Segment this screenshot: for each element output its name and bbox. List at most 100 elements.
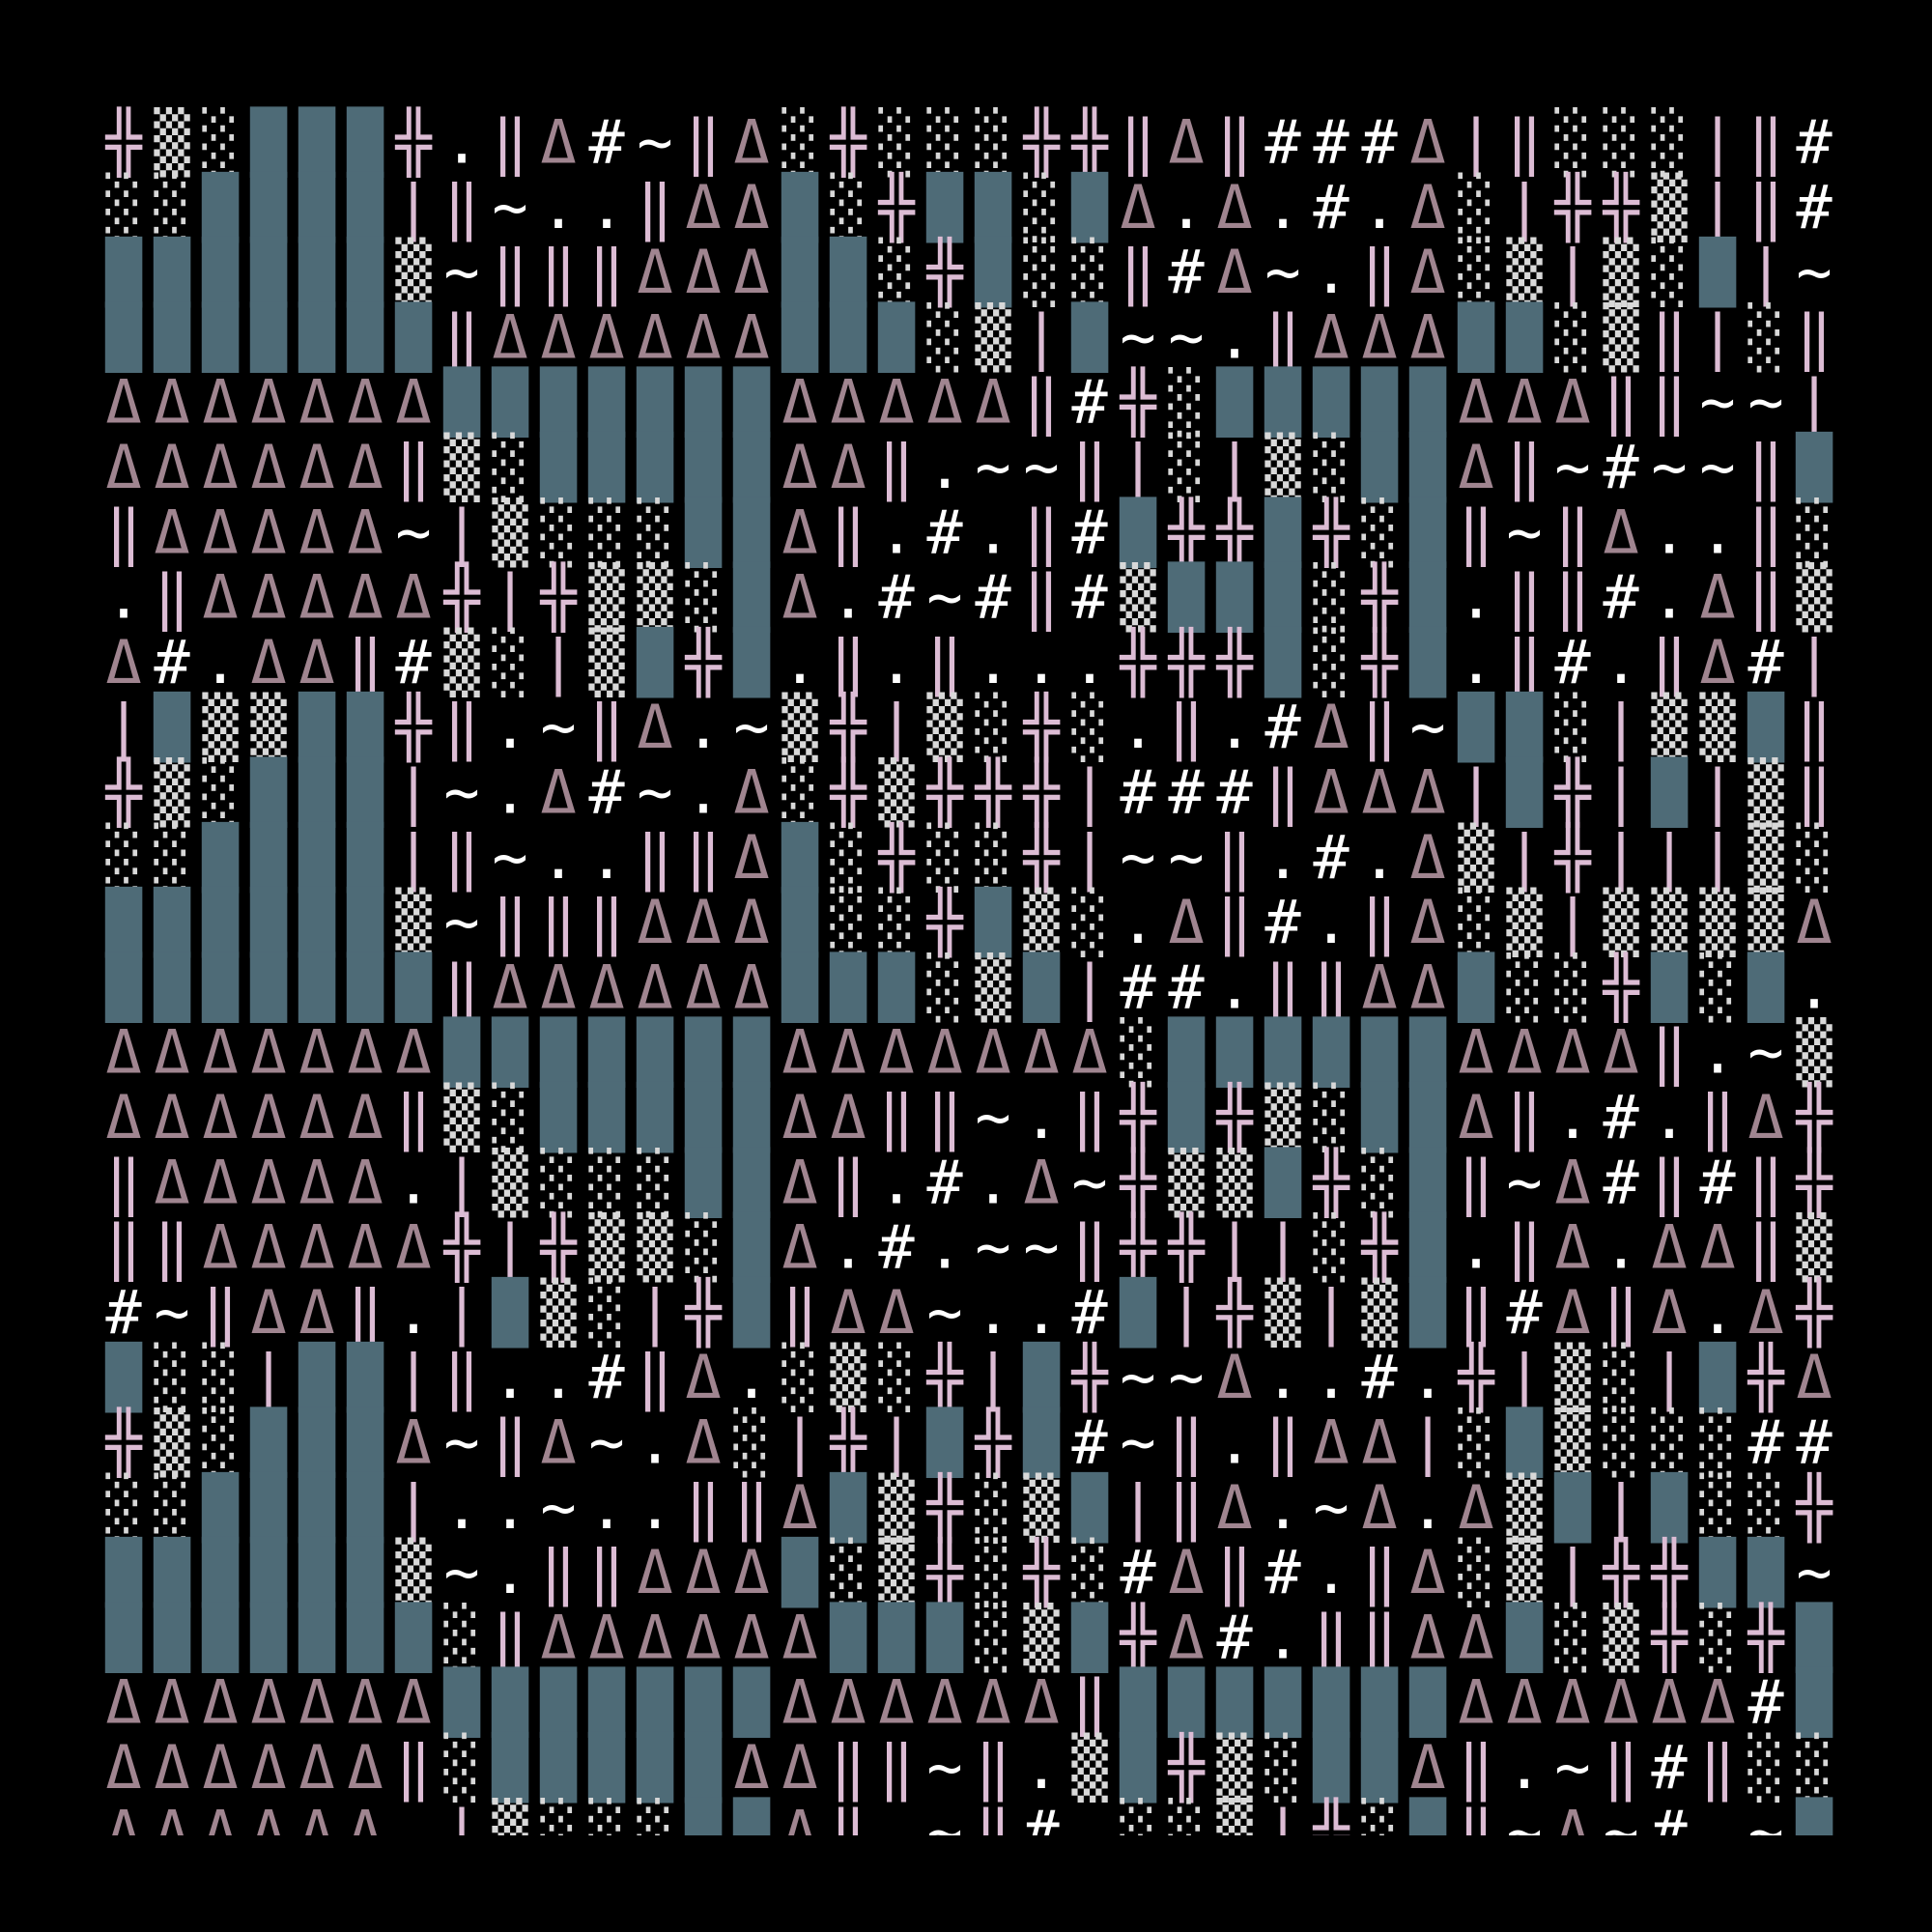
glyph: ░: [1313, 562, 1349, 633]
glyph: ░: [1071, 237, 1107, 307]
glyph: ‖: [1603, 1277, 1638, 1349]
glyph: Δ: [781, 1212, 817, 1283]
glyph: .: [637, 1472, 672, 1543]
glyph: ▒: [1603, 301, 1639, 372]
glyph-grid: ╬▒░███╬.‖Δ#~‖Δ░╬░░░╬╬‖Δ‖###Δ|‖░░░|‖#.░░█…: [104, 106, 1833, 1868]
glyph: ‖: [1506, 107, 1542, 179]
glyph: ‖: [685, 822, 721, 894]
glyph: #: [1168, 757, 1205, 828]
glyph: ╬: [1215, 626, 1253, 698]
glyph: Δ: [781, 432, 817, 502]
glyph: ‖: [1747, 562, 1783, 634]
glyph: .: [1699, 1797, 1735, 1867]
glyph: ‖: [1796, 757, 1832, 829]
glyph: ▒: [154, 757, 190, 828]
glyph: ░: [1264, 1732, 1300, 1803]
glyph: .: [1216, 301, 1252, 372]
glyph: Δ: [395, 1667, 431, 1738]
glyph: █: [346, 106, 384, 179]
glyph: ‖: [830, 1732, 866, 1804]
glyph: .: [975, 1147, 1010, 1217]
glyph: █: [1070, 1471, 1108, 1544]
glyph: ‖: [733, 1472, 769, 1544]
glyph: █: [925, 171, 963, 243]
glyph: █: [925, 1601, 963, 1673]
glyph: .: [588, 822, 624, 893]
glyph: .: [1361, 172, 1397, 242]
glyph: ░: [154, 822, 189, 893]
glyph: ░: [1651, 237, 1687, 307]
glyph: █: [104, 236, 142, 308]
glyph: ~: [395, 497, 431, 567]
glyph: |: [1747, 237, 1783, 308]
glyph: Δ: [781, 1732, 817, 1803]
glyph: ‖: [1361, 887, 1397, 958]
glyph: Δ: [781, 1082, 817, 1152]
glyph: Δ: [637, 952, 672, 1022]
glyph: █: [491, 1276, 528, 1349]
glyph: #: [1313, 107, 1350, 178]
glyph: ~: [926, 1732, 962, 1803]
glyph: Δ: [298, 367, 334, 438]
glyph: |: [1120, 432, 1155, 503]
glyph: ╬: [829, 106, 867, 179]
glyph: Δ: [1313, 757, 1349, 828]
glyph: #: [1120, 952, 1156, 1022]
glyph: ░: [975, 1537, 1010, 1607]
glyph: |: [1168, 1277, 1204, 1349]
glyph: █: [153, 236, 190, 308]
glyph: █: [732, 1796, 770, 1868]
glyph: Δ: [298, 627, 334, 697]
glyph: █: [732, 1146, 770, 1218]
glyph: ╬: [1167, 496, 1205, 568]
glyph: ‖: [1071, 1212, 1107, 1284]
glyph: █: [104, 1341, 142, 1413]
glyph: Δ: [1409, 887, 1445, 957]
glyph: ‖: [347, 1277, 383, 1349]
glyph: ▒: [1458, 822, 1494, 893]
glyph: █: [1167, 1081, 1205, 1153]
glyph: Δ: [781, 562, 817, 633]
glyph: ‖: [443, 301, 479, 373]
glyph: ‖: [1071, 1667, 1107, 1739]
glyph: ‖: [154, 562, 189, 634]
glyph: .: [540, 172, 576, 242]
glyph: .: [975, 1277, 1010, 1348]
glyph: █: [1167, 1016, 1205, 1089]
glyph: ▒: [1023, 887, 1060, 957]
glyph: ~: [637, 757, 672, 828]
glyph: |: [1506, 1342, 1542, 1413]
glyph: █: [732, 366, 770, 439]
glyph: █: [684, 431, 722, 503]
glyph: Δ: [154, 432, 189, 502]
glyph: ‖: [1747, 432, 1783, 503]
glyph: █: [1795, 1796, 1833, 1868]
glyph: █: [346, 1406, 384, 1479]
glyph: Δ: [540, 1407, 576, 1478]
glyph: ╬: [104, 106, 142, 179]
glyph: ‖: [1796, 301, 1832, 373]
glyph: ‖: [588, 237, 624, 308]
glyph: .: [395, 1277, 431, 1348]
glyph: Δ: [250, 1667, 286, 1738]
glyph: ~: [1264, 237, 1300, 307]
glyph: █: [539, 1016, 577, 1089]
glyph: Δ: [1603, 497, 1638, 567]
glyph: ▒: [1603, 1602, 1639, 1672]
glyph: █: [1408, 1081, 1446, 1153]
glyph: ░: [1747, 1732, 1783, 1803]
glyph: |: [1699, 172, 1735, 243]
glyph: Δ: [830, 1667, 866, 1738]
glyph: █: [1070, 171, 1108, 243]
glyph: ▒: [1071, 1732, 1108, 1803]
glyph: █: [1360, 366, 1398, 439]
glyph: ╬: [1553, 756, 1591, 829]
glyph: ░: [1796, 497, 1832, 567]
glyph: ╬: [1022, 821, 1060, 894]
glyph: ~: [1120, 1342, 1155, 1412]
glyph: ╬: [1650, 1601, 1688, 1673]
glyph: ~: [975, 1082, 1010, 1152]
glyph: Δ: [975, 1017, 1010, 1088]
glyph: Δ: [298, 1797, 334, 1867]
glyph: ‖: [1023, 497, 1059, 568]
